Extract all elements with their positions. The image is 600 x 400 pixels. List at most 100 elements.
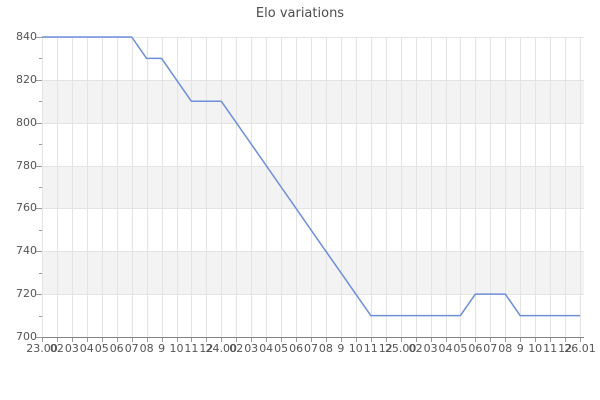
vertical-gridline [71, 37, 73, 337]
x-axis-tick [251, 338, 253, 342]
vertical-gridline [400, 37, 402, 337]
x-axis-tick [71, 338, 73, 342]
x-tick-label: 02 [408, 342, 423, 355]
vertical-gridline [385, 37, 387, 337]
x-tick-label: 08 [498, 342, 513, 355]
vertical-gridline [251, 37, 253, 337]
x-tick-label: 9 [516, 342, 524, 355]
vertical-gridline [206, 37, 208, 337]
x-tick-label: 07 [304, 342, 318, 355]
x-tick-label: 11 [184, 342, 199, 355]
y-axis-minor-tick [39, 229, 42, 231]
vertical-gridline [42, 37, 43, 337]
vertical-gridline [580, 37, 581, 337]
x-axis-tick [146, 338, 148, 342]
y-tick-label: 800 [16, 115, 37, 129]
x-axis-tick [535, 338, 537, 342]
vertical-gridline [475, 37, 477, 337]
vertical-gridline [325, 37, 327, 337]
x-tick-label: 03 [423, 342, 438, 355]
horizontal-gridline [42, 208, 584, 210]
x-axis-tick [460, 338, 462, 342]
y-axis-major-tick [36, 165, 42, 167]
vertical-gridline [565, 37, 567, 337]
x-tick-label: 12 [558, 342, 573, 355]
x-tick-label: 08 [318, 342, 333, 355]
x-tick-label: 06 [109, 342, 124, 355]
vertical-gridline [221, 37, 223, 337]
y-tick-label: 700 [16, 330, 37, 343]
x-axis-tick [206, 338, 208, 342]
x-axis-tick [221, 338, 223, 342]
vertical-gridline [370, 37, 372, 337]
x-tick-label: 03 [244, 342, 259, 355]
x-axis-tick [580, 338, 581, 342]
vertical-gridline [101, 37, 103, 337]
x-axis-tick [42, 338, 43, 342]
vertical-gridline [56, 37, 58, 337]
x-axis-line [38, 337, 584, 338]
x-tick-label: 07 [124, 342, 139, 355]
y-axis-major-tick [36, 251, 42, 253]
x-tick-label: 10 [528, 342, 543, 355]
x-axis-tick [370, 338, 372, 342]
x-tick-label: 24.00 [205, 342, 238, 355]
x-axis-tick [445, 338, 447, 342]
x-axis-tick [116, 338, 118, 342]
y-tick-label: 780 [16, 158, 37, 172]
y-axis-minor-tick [39, 101, 42, 103]
x-axis-tick [520, 338, 522, 342]
vertical-gridline [191, 37, 193, 337]
vertical-gridline [415, 37, 417, 337]
y-axis-major-tick [36, 122, 42, 124]
vertical-gridline [161, 37, 163, 337]
x-axis-tick [191, 338, 193, 342]
y-tick-label: 760 [16, 201, 37, 215]
vertical-gridline [146, 37, 148, 337]
x-tick-label: 26.01 [564, 342, 596, 355]
x-tick-label: 06 [468, 342, 483, 355]
horizontal-gridline [42, 251, 584, 253]
x-axis-tick [385, 338, 387, 342]
y-axis-minor-tick [39, 272, 42, 274]
chart-title: Elo variations [255, 6, 345, 21]
x-tick-label: 11 [363, 342, 378, 355]
x-axis-tick [505, 338, 507, 342]
vertical-gridline [296, 37, 298, 337]
y-tick-label: 720 [16, 287, 37, 301]
x-axis-tick [236, 338, 238, 342]
y-axis-major-tick [36, 79, 42, 81]
horizontal-gridline [42, 294, 584, 296]
vertical-gridline [340, 37, 342, 337]
x-tick-label: 25.00 [384, 342, 417, 355]
x-tick-label: 9 [158, 342, 166, 355]
x-tick-label: 02 [229, 342, 244, 355]
horizontal-gridline [42, 79, 584, 81]
y-tick-label: 840 [16, 30, 37, 43]
vertical-gridline [176, 37, 178, 337]
y-axis-minor-tick [39, 144, 42, 146]
vertical-gridline [460, 37, 462, 337]
vertical-gridline [550, 37, 552, 337]
y-axis-major-tick [36, 37, 42, 38]
x-axis-tick [296, 338, 298, 342]
x-tick-label: 04 [259, 342, 274, 355]
x-tick-label: 10 [348, 342, 363, 355]
horizontal-gridline [42, 165, 584, 167]
x-tick-label: 05 [453, 342, 468, 355]
vertical-gridline [131, 37, 133, 337]
x-tick-label: 02 [49, 342, 64, 355]
x-axis-tick [281, 338, 283, 342]
x-axis-tick [161, 338, 163, 342]
x-tick-label: 03 [64, 342, 79, 355]
x-axis-tick [325, 338, 327, 342]
x-axis-tick [340, 338, 342, 342]
x-axis-tick [176, 338, 178, 342]
x-axis-tick [400, 338, 402, 342]
y-axis-major-tick [36, 208, 42, 210]
